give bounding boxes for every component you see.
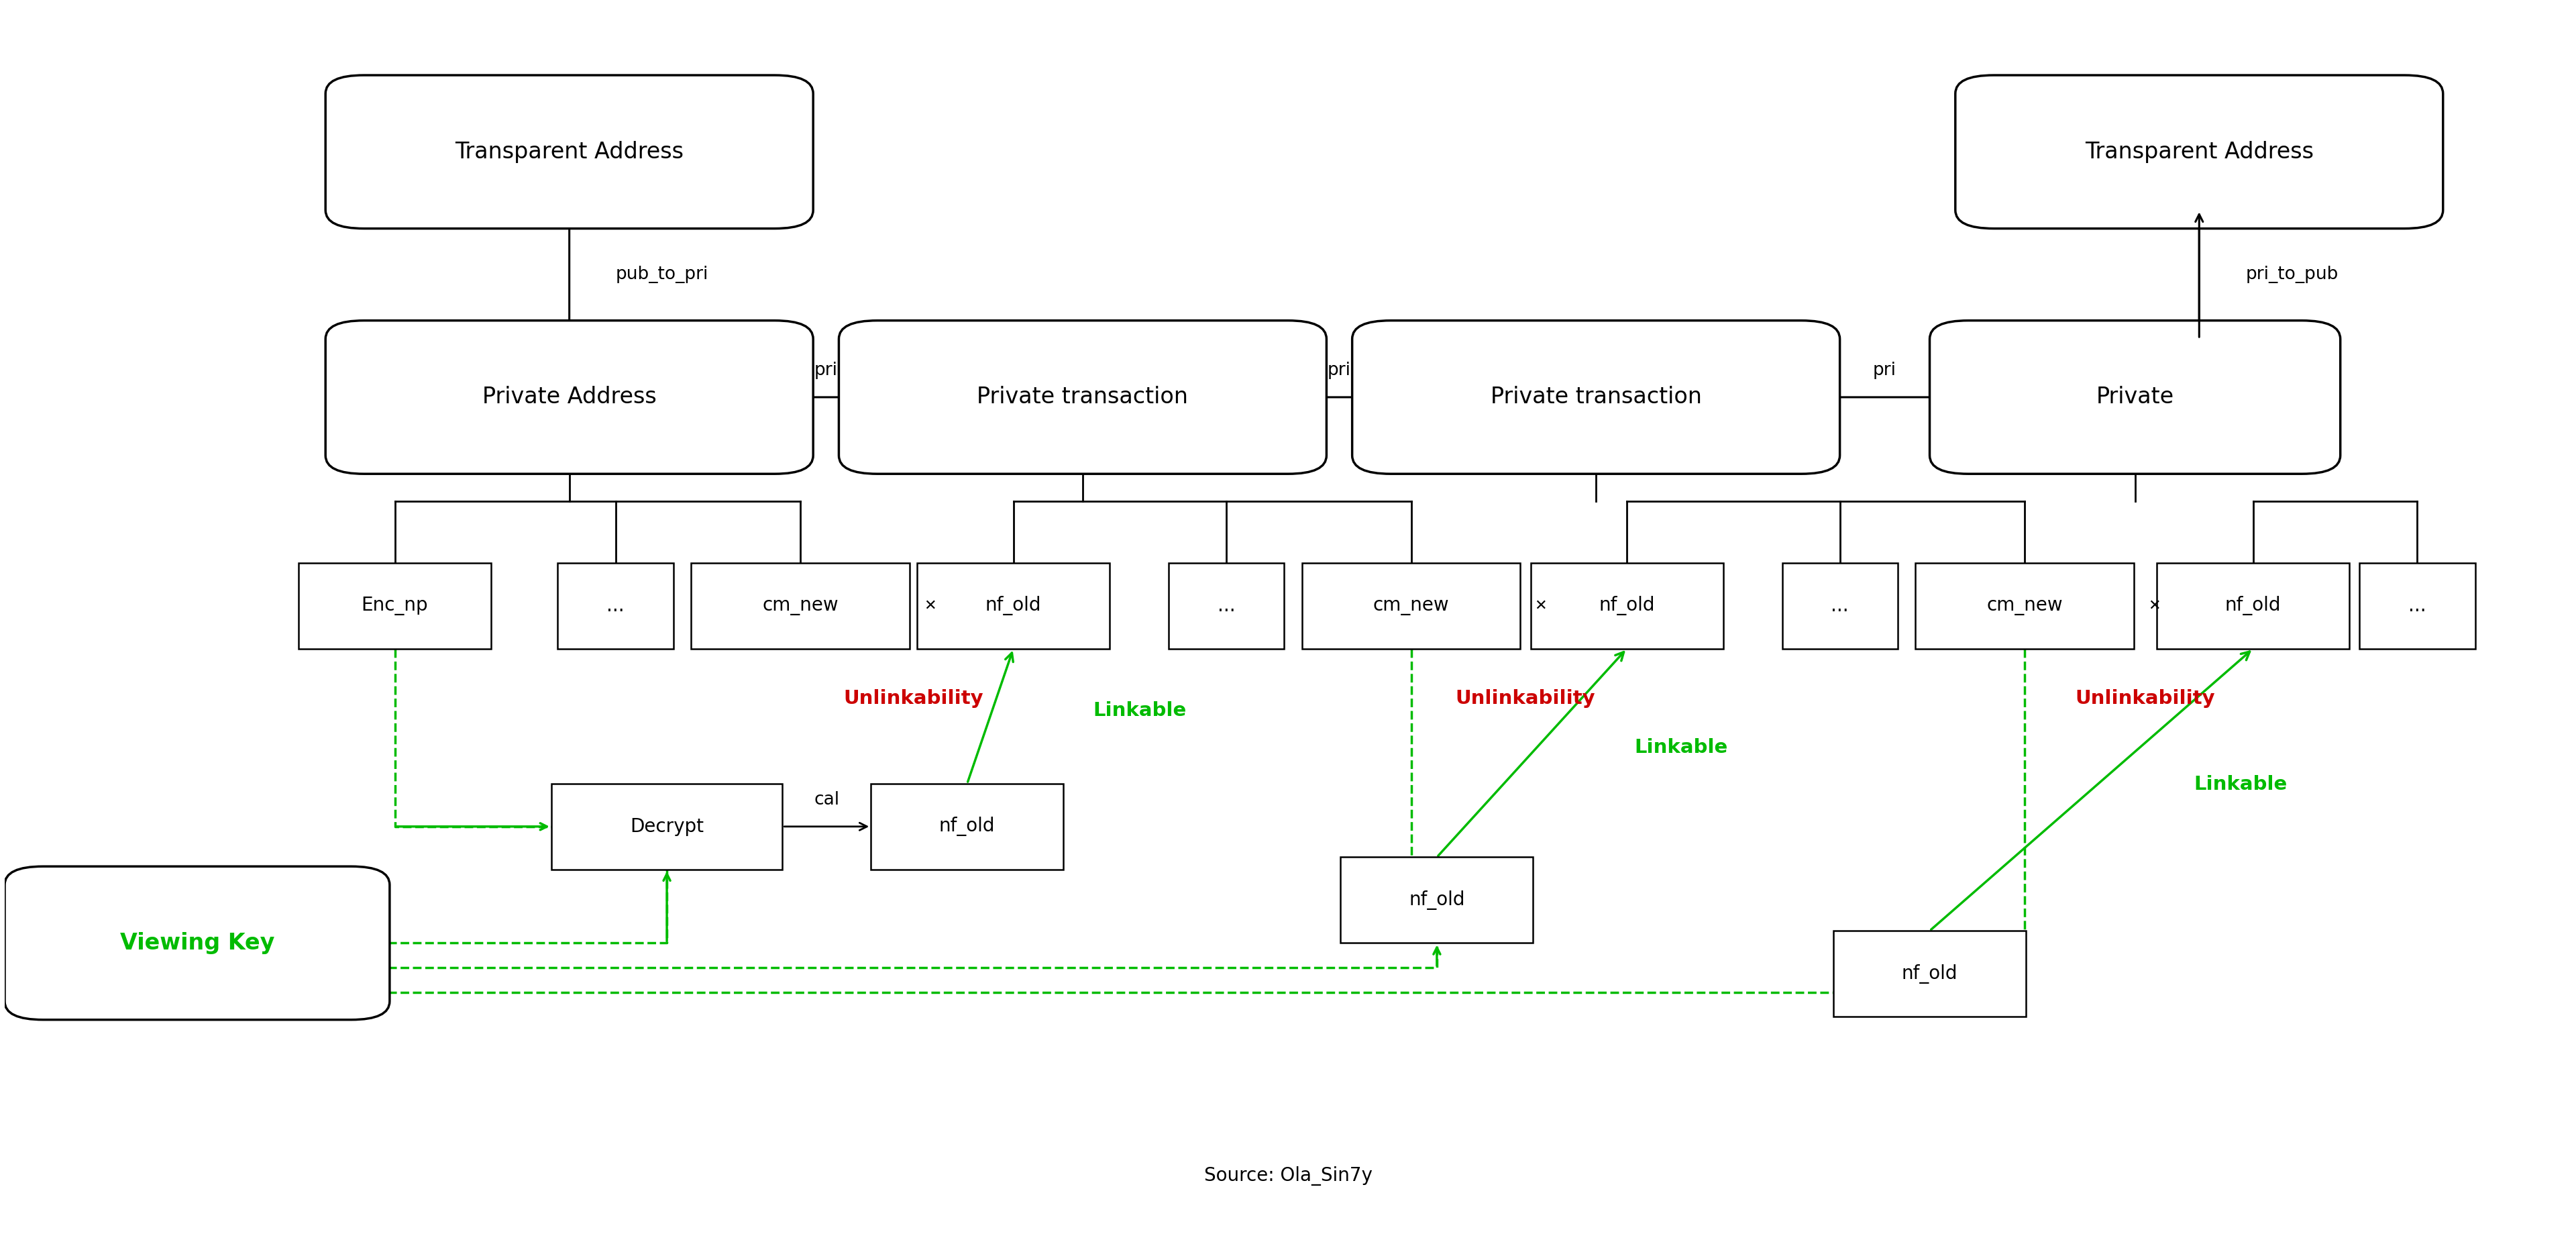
Text: Source: Ola_Sin7y: Source: Ola_Sin7y [1203, 1167, 1373, 1185]
Text: pub_to_pri: pub_to_pri [616, 266, 708, 283]
FancyBboxPatch shape [2360, 562, 2476, 649]
Text: Private Address: Private Address [482, 386, 657, 408]
Text: nf_old: nf_old [2226, 596, 2282, 616]
FancyBboxPatch shape [1170, 562, 1285, 649]
Text: pri: pri [1873, 362, 1896, 379]
FancyBboxPatch shape [1834, 931, 2025, 1017]
Text: Viewing Key: Viewing Key [121, 932, 276, 954]
Text: nf_old: nf_old [1901, 964, 1958, 984]
Text: Linkable: Linkable [1636, 738, 1728, 756]
Text: ✕: ✕ [2148, 599, 2161, 613]
Text: Private: Private [2097, 386, 2174, 408]
FancyBboxPatch shape [1955, 75, 2442, 229]
FancyBboxPatch shape [840, 320, 1327, 473]
Text: pri: pri [814, 362, 837, 379]
Text: nf_old: nf_old [987, 596, 1041, 616]
Text: Linkable: Linkable [1092, 701, 1188, 721]
Text: pri_to_pub: pri_to_pub [2246, 266, 2339, 283]
Text: Unlinkability: Unlinkability [842, 690, 984, 708]
FancyBboxPatch shape [5, 866, 389, 1020]
Text: ✕: ✕ [1535, 599, 1548, 613]
FancyBboxPatch shape [2156, 562, 2349, 649]
Text: Transparent Address: Transparent Address [456, 141, 683, 163]
Text: Private transaction: Private transaction [976, 386, 1188, 408]
Text: nf_old: nf_old [1600, 596, 1654, 616]
FancyBboxPatch shape [325, 320, 814, 473]
Text: ...: ... [1832, 596, 1850, 616]
Text: cm_new: cm_new [762, 596, 837, 616]
FancyBboxPatch shape [1917, 562, 2133, 649]
Text: ✕: ✕ [925, 599, 935, 613]
Text: nf_old: nf_old [940, 817, 994, 837]
FancyBboxPatch shape [325, 75, 814, 229]
FancyBboxPatch shape [299, 562, 492, 649]
FancyBboxPatch shape [1783, 562, 1899, 649]
FancyBboxPatch shape [1340, 858, 1533, 943]
FancyBboxPatch shape [1352, 320, 1839, 473]
Text: Transparent Address: Transparent Address [2084, 141, 2313, 163]
Text: Private transaction: Private transaction [1492, 386, 1703, 408]
FancyBboxPatch shape [871, 784, 1064, 869]
FancyBboxPatch shape [1301, 562, 1520, 649]
FancyBboxPatch shape [551, 784, 783, 869]
Text: cm_new: cm_new [1373, 596, 1450, 616]
Text: ...: ... [605, 596, 623, 616]
Text: Unlinkability: Unlinkability [1455, 690, 1595, 708]
Text: Unlinkability: Unlinkability [2076, 690, 2215, 708]
Text: ...: ... [1218, 596, 1236, 616]
Text: Decrypt: Decrypt [631, 817, 703, 836]
FancyBboxPatch shape [917, 562, 1110, 649]
Text: Enc_np: Enc_np [361, 596, 428, 616]
FancyBboxPatch shape [1530, 562, 1723, 649]
Text: cm_new: cm_new [1986, 596, 2063, 616]
Text: nf_old: nf_old [1409, 890, 1466, 910]
Text: pri: pri [1327, 362, 1350, 379]
Text: cal: cal [814, 791, 840, 808]
Text: ...: ... [2409, 596, 2427, 616]
FancyBboxPatch shape [1929, 320, 2342, 473]
FancyBboxPatch shape [559, 562, 672, 649]
Text: Linkable: Linkable [2195, 775, 2287, 794]
FancyBboxPatch shape [690, 562, 909, 649]
